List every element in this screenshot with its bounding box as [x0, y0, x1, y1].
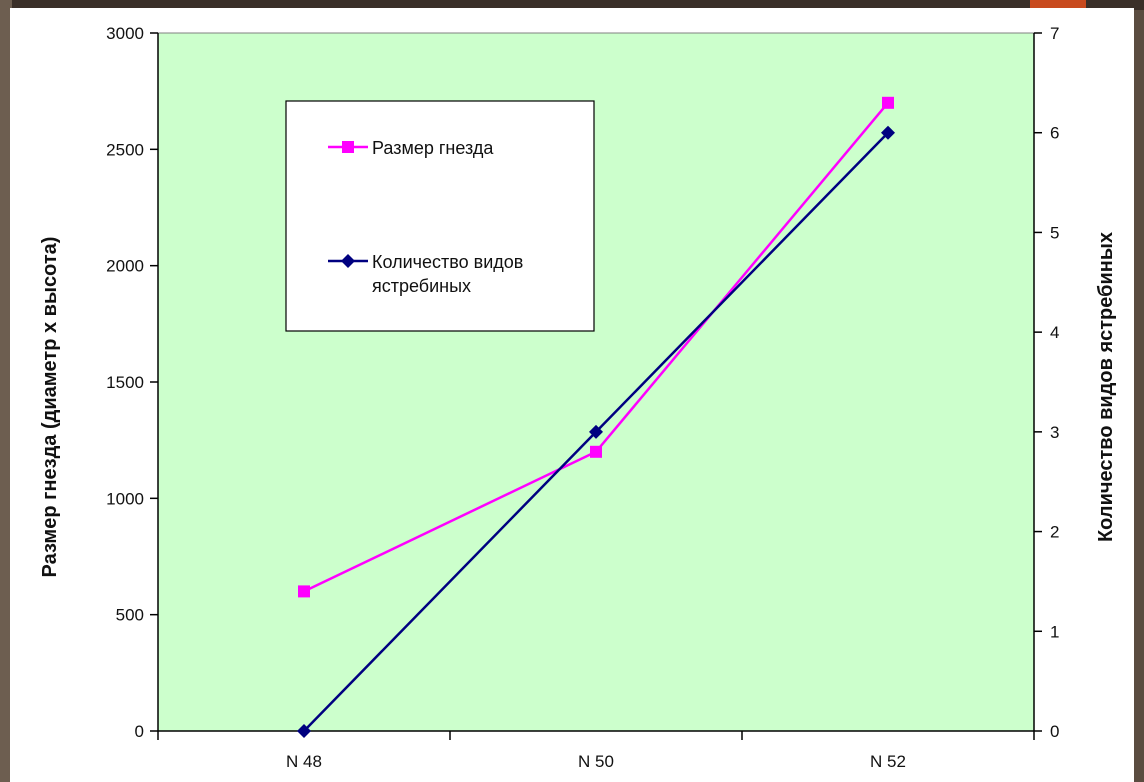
- left-tick-label-5: 2500: [106, 140, 144, 159]
- right-tick-label-3: 3: [1050, 423, 1059, 442]
- series-0-point-0: [298, 585, 310, 598]
- left-tick-label-3: 1500: [106, 373, 144, 392]
- left-tick-label-1: 500: [116, 606, 144, 625]
- x-tick-label-1: N 50: [578, 752, 614, 771]
- legend-marker-species-count: [341, 254, 355, 268]
- series-0-point-2: [882, 96, 894, 109]
- right-tick-label-4: 4: [1050, 323, 1059, 342]
- right-tick-label-2: 2: [1050, 523, 1059, 542]
- right-tick-label-1: 1: [1050, 622, 1059, 641]
- right-tick-label-5: 5: [1050, 223, 1059, 242]
- legend-label-nest-size: Размер гнезда: [372, 138, 494, 158]
- left-tick-label-2: 1000: [106, 489, 144, 508]
- right-tick-label-7: 7: [1050, 24, 1059, 43]
- x-tick-label-0: N 48: [286, 752, 322, 771]
- x-tick-label-2: N 52: [870, 752, 906, 771]
- legend-box: [285, 100, 595, 332]
- legend-label-species-count-line1: Количество видов: [372, 252, 523, 272]
- series-1-point-0: [297, 724, 311, 738]
- series-0-point-1: [590, 445, 602, 458]
- x-axis: N 48 N 50 N 52: [157, 730, 1035, 771]
- series-layer: [297, 96, 895, 738]
- left-tick-label-6: 3000: [106, 24, 144, 43]
- right-tick-label-0: 0: [1050, 722, 1059, 741]
- legend-label-species-count-line2: ястребиных: [372, 276, 471, 296]
- left-y-axis: 0 500 1000 1500 2000 2500 3000: [106, 24, 159, 741]
- right-y-axis: 0 1 2 3 4 5 6 7: [1033, 24, 1059, 741]
- right-tick-label-6: 6: [1050, 124, 1059, 143]
- legend-marker-nest-size: [342, 141, 354, 153]
- series-1-point-1: [589, 424, 603, 439]
- left-tick-label-0: 0: [135, 722, 144, 741]
- legend: Размер гнезда Количество видов ястребины…: [285, 100, 595, 332]
- right-axis-title: Количество видов ястребиных: [1095, 232, 1117, 542]
- left-tick-label-4: 2000: [106, 257, 144, 276]
- left-axis-title: Размер гнезда (диаметр х высота): [39, 237, 61, 578]
